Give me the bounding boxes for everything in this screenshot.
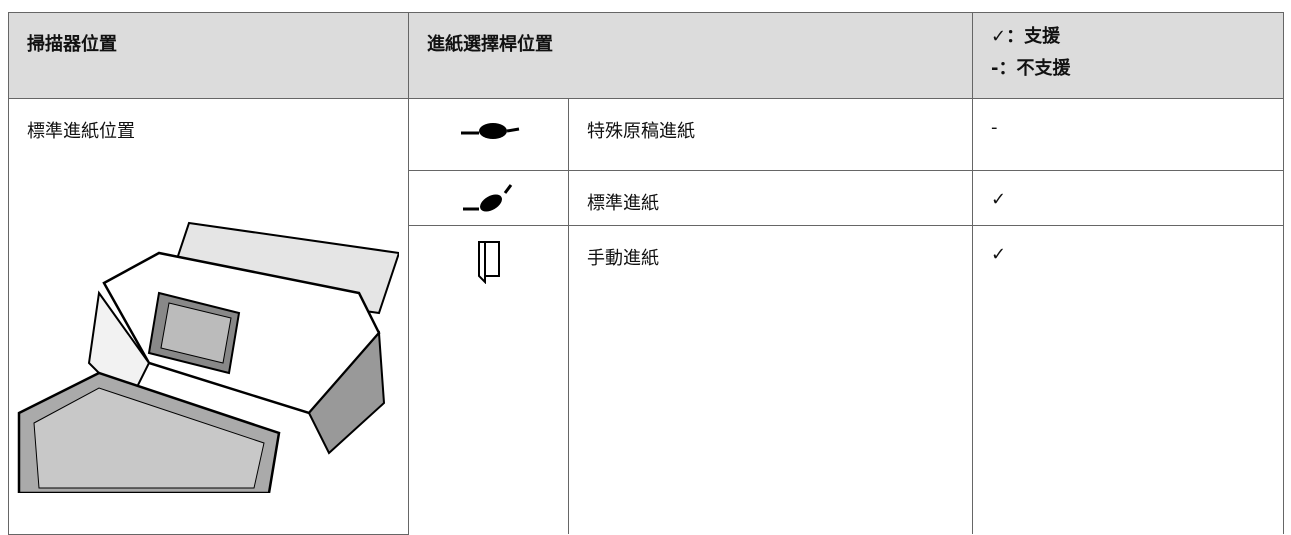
lever-icon — [460, 123, 519, 139]
header-cell: 掃描器位置 — [8, 12, 409, 99]
scanner-illustration — [17, 221, 399, 493]
scanner-cell: 標準進紙位置 — [8, 98, 409, 535]
lever-icon — [462, 184, 512, 212]
support-cell: - — [972, 98, 1284, 171]
header-row: 掃描器位置 進紙選擇桿位置 ✓：支援 -：不支援 — [8, 12, 1284, 99]
scanner-label: 標準進紙位置 — [27, 121, 135, 142]
label-cell: 手動進紙 — [568, 225, 973, 534]
header-cell: 進紙選擇桿位置 — [408, 12, 973, 99]
page: 掃描器位置 進紙選擇桿位置 ✓：支援 -：不支援 標準進紙位置 特殊原稿進紙 -… — [8, 12, 1284, 535]
legend-line: ✓：支援 — [991, 26, 1061, 47]
row: 手動進紙 ✓ — [9, 225, 1284, 534]
support-cell: ✓ — [972, 225, 1284, 534]
row: 標準進紙 ✓ — [9, 170, 1284, 226]
lever-icon — [477, 241, 500, 285]
icon-cell — [408, 98, 569, 171]
row: 標準進紙位置 特殊原稿進紙 - — [8, 98, 1284, 535]
label-cell: 特殊原稿進紙 — [568, 98, 973, 171]
header-cell: ✓：支援 -：不支援 — [972, 12, 1284, 99]
legend-line: -：不支援 — [991, 58, 1071, 79]
icon-cell — [408, 225, 569, 534]
support-table: 掃描器位置 進紙選擇桿位置 ✓：支援 -：不支援 標準進紙位置 特殊原稿進紙 -… — [8, 12, 1284, 535]
label-cell: 標準進紙 — [568, 170, 973, 226]
support-cell: ✓ — [972, 170, 1284, 226]
icon-cell — [408, 170, 569, 226]
